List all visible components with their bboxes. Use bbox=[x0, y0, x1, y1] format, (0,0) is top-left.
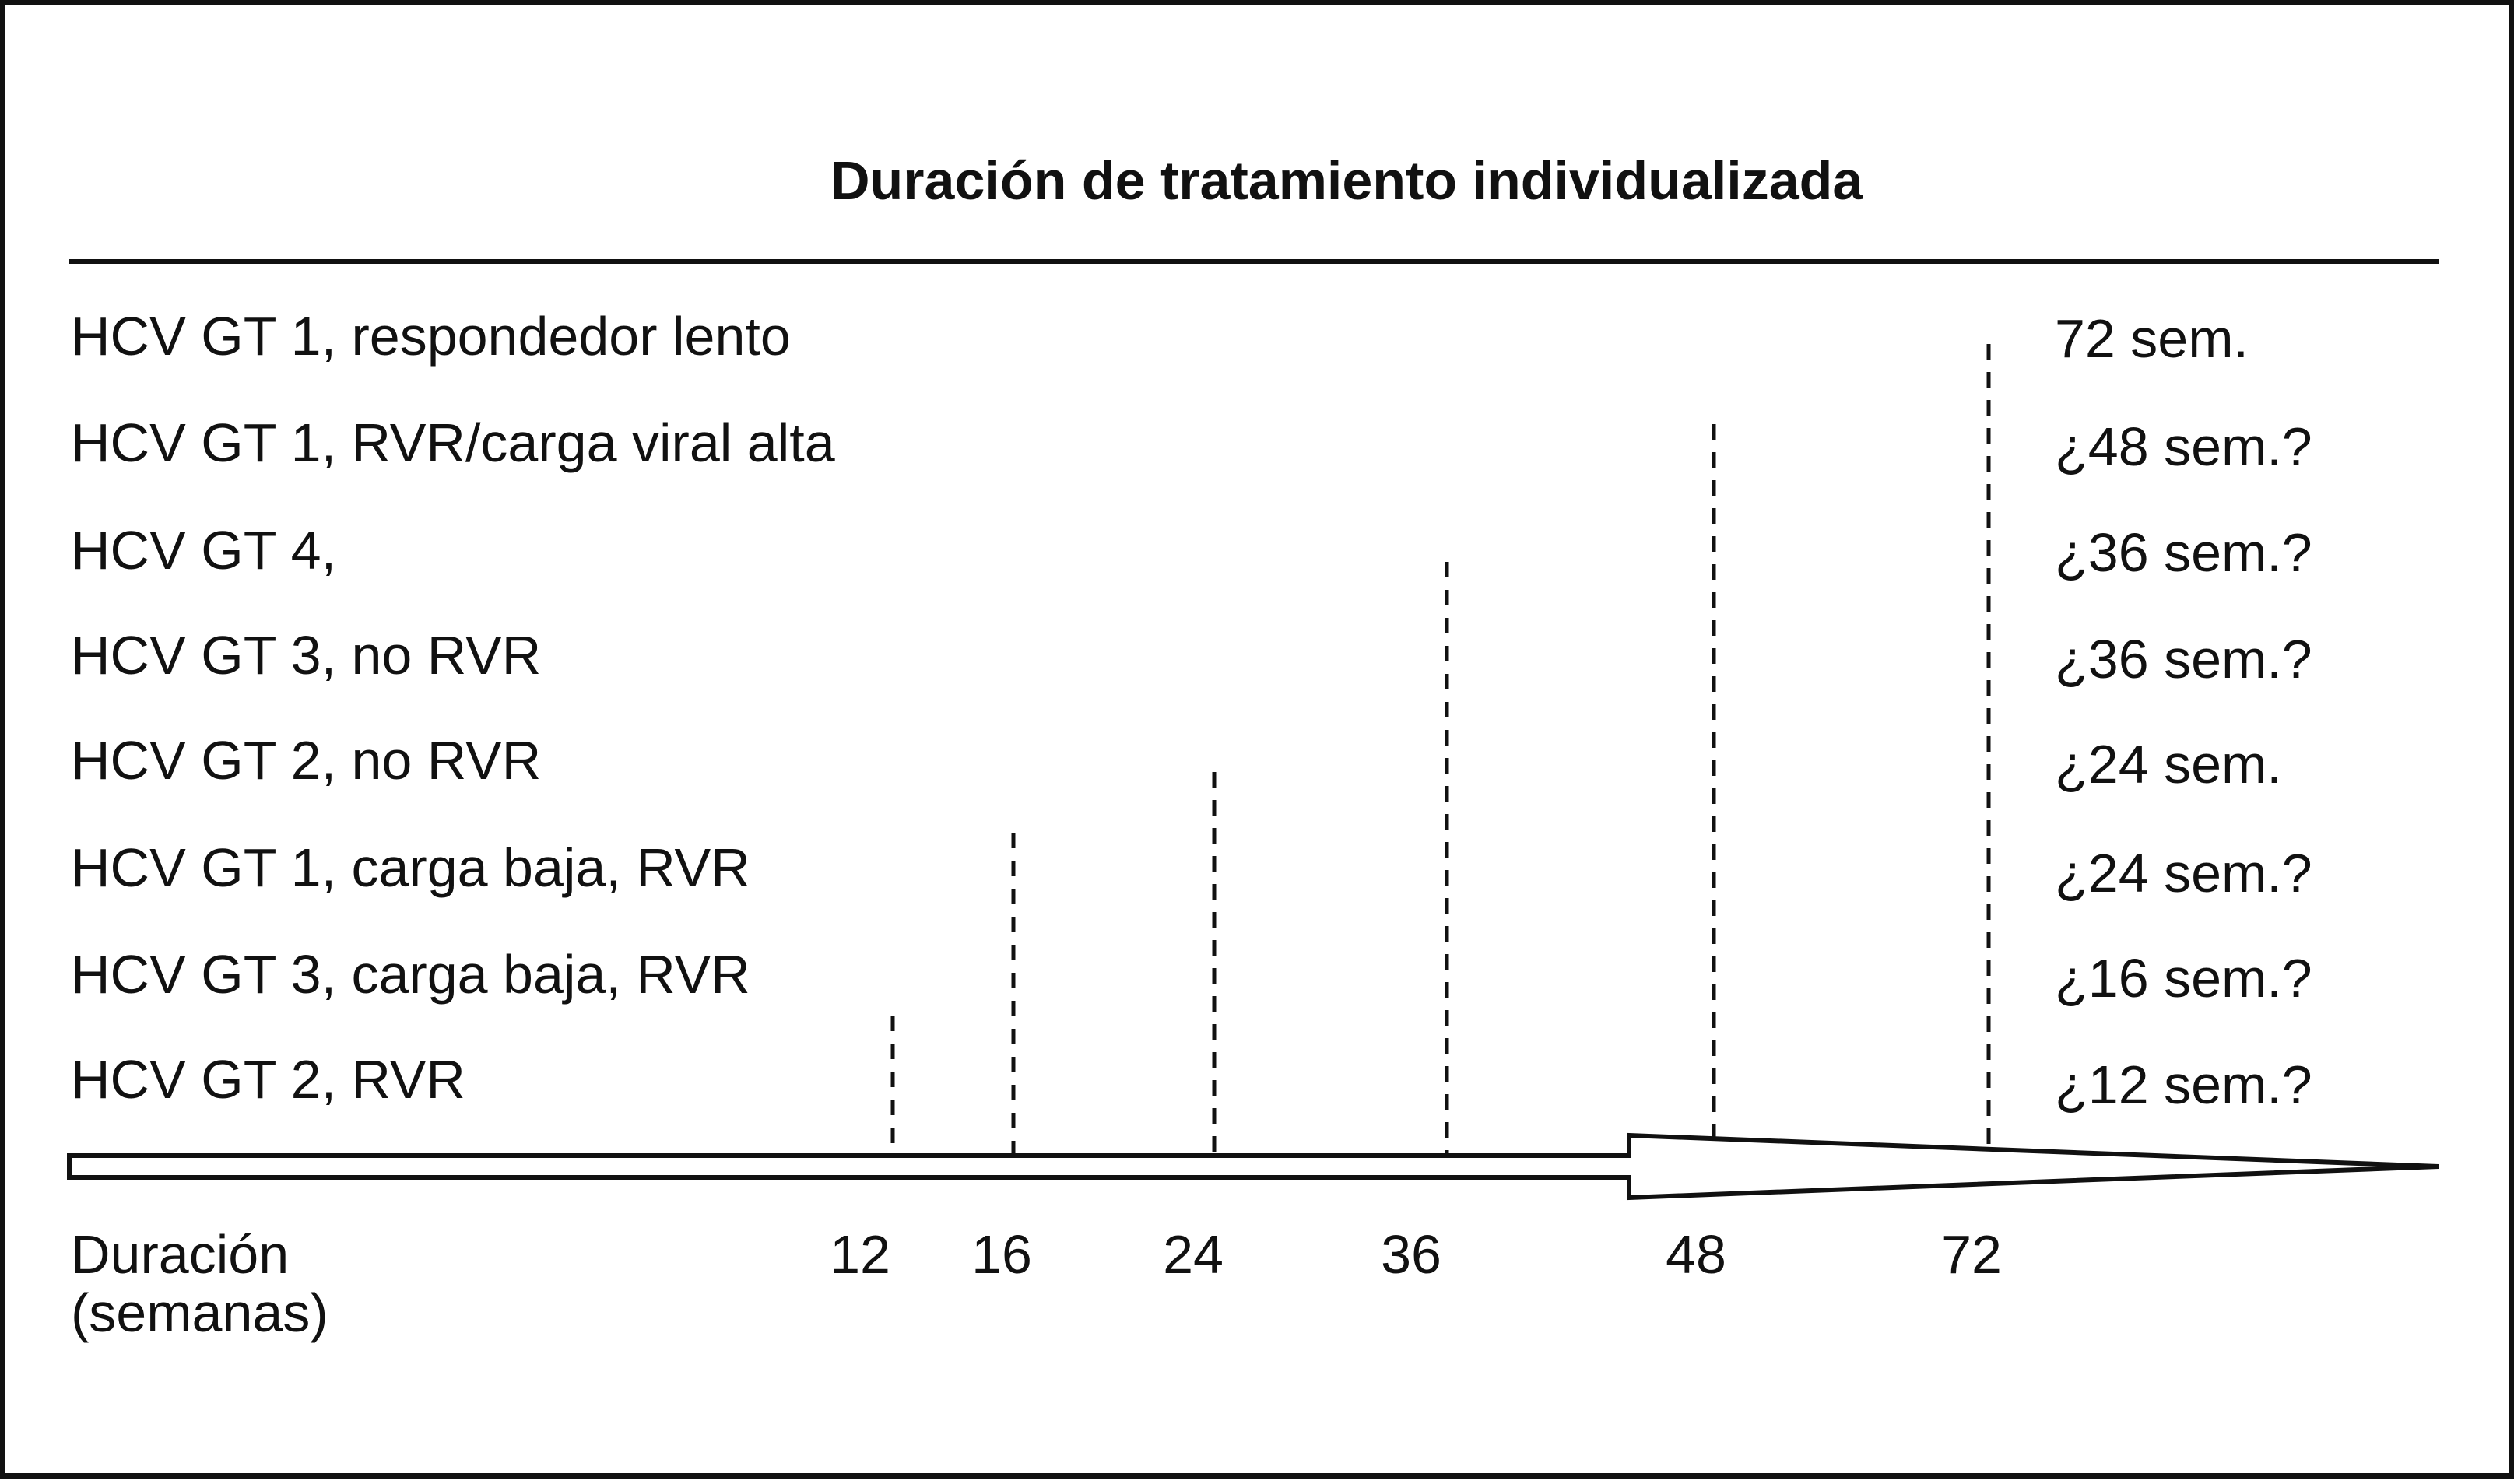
axis-title: Duración bbox=[71, 1224, 290, 1285]
row-label: HCV GT 1, RVR/carga viral alta bbox=[71, 412, 835, 473]
tick-label: 24 bbox=[1163, 1224, 1224, 1285]
row-label: HCV GT 1, respondedor lento bbox=[71, 306, 791, 367]
tick-label: 48 bbox=[1666, 1224, 1726, 1285]
row-label: HCV GT 1, carga baja, RVR bbox=[71, 837, 750, 898]
row-label: HCV GT 3, no RVR bbox=[71, 625, 542, 686]
row-duration: 72 sem. bbox=[2055, 308, 2249, 369]
title-rule bbox=[69, 259, 2439, 264]
timeline-graphic bbox=[67, 344, 2439, 1201]
timeline-arrow bbox=[67, 1132, 2439, 1201]
row-label: HCV GT 2, RVR bbox=[71, 1049, 465, 1110]
row-duration: ¿24 sem. bbox=[2055, 734, 2282, 795]
tick-label: 16 bbox=[971, 1224, 1032, 1285]
row-label: HCV GT 2, no RVR bbox=[71, 730, 542, 791]
row-duration: ¿16 sem.? bbox=[2055, 948, 2312, 1009]
row-duration: ¿12 sem.? bbox=[2055, 1054, 2312, 1115]
tick-label: 36 bbox=[1381, 1224, 1441, 1285]
row-label: HCV GT 3, carga baja, RVR bbox=[71, 944, 750, 1005]
row-duration: ¿48 sem.? bbox=[2055, 416, 2312, 477]
tick-label: 12 bbox=[830, 1224, 890, 1285]
diagram-title: Duración de tratamiento individualizada bbox=[830, 150, 1863, 211]
row-duration: ¿36 sem.? bbox=[2055, 629, 2312, 689]
row-duration: ¿24 sem.? bbox=[2055, 843, 2312, 903]
row-duration: ¿36 sem.? bbox=[2055, 522, 2312, 583]
axis-title-unit: (semanas) bbox=[71, 1282, 328, 1343]
row-label: HCV GT 4, bbox=[71, 520, 337, 581]
tick-label: 72 bbox=[1941, 1224, 2002, 1285]
